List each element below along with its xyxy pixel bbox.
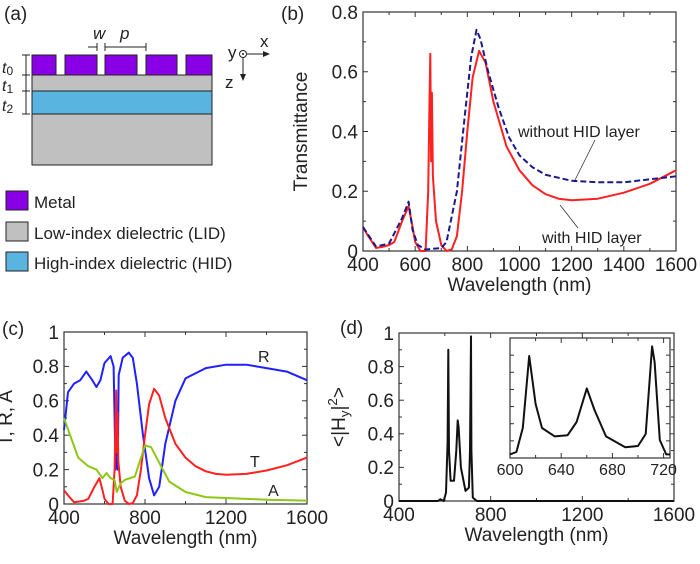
label-r: R [258,349,270,366]
axis-x-label: x [260,32,269,51]
y-tick-label: 0.2 [332,182,358,203]
y-tick-label: 0.8 [332,3,358,24]
hid-layer [31,90,213,115]
y-tick-label: 0 [347,242,358,263]
x-tick-label: 800 [451,255,483,276]
series-line-a [63,417,308,502]
legend-swatch-lid [5,221,29,242]
y-tick-label: 0.4 [332,122,359,143]
x-tick-label: 1600 [286,508,328,529]
chart-c: 400 800 1200 1600 0 0.2 0.4 0.6 0.8 1 Wavelength (… [0,323,328,549]
metal-grating [31,54,213,76]
y-tick-label: 0.4 [33,426,60,447]
axis-y-label: y [228,43,237,62]
y-tick-label: 0.8 [33,357,59,378]
x-axis-label: Wavelength (nm) [114,528,258,549]
dimension-markers [22,43,147,115]
x-tick-label: 600 [399,255,431,276]
y-tick-label: 1 [383,324,394,345]
panel-d-label: (d) [340,318,363,339]
x-axis-label: Wavelength (nm) [465,525,609,546]
y-tick-label: 0.2 [368,458,394,479]
dim-w: w [93,24,107,43]
material-legend: Metal Low-index dielectric (LID) High-in… [5,190,232,273]
y-tick-label: 0.8 [368,357,394,378]
legend-swatch-metal [5,190,29,211]
dim-p: p [119,24,129,43]
label-t: T [250,454,260,471]
y-tick-label: 0 [383,492,394,513]
label-without-hid: without HID layer [517,124,640,141]
y-tick-label: 0.6 [332,63,358,84]
legend-metal: Metal [34,193,76,212]
series-line-0 [509,345,670,456]
x-tick-label: 400 [347,255,379,276]
lid-substrate [31,113,213,166]
dim-t2: t2 [2,98,13,116]
y-tick-label: 0 [48,495,59,516]
x-tick-label: 1000 [498,255,540,276]
x-tick-label: 400 [383,505,415,526]
x-tick-label: 640 [548,462,575,479]
axis-z-label: z [225,73,234,92]
y-axis-label: Transmittance [291,72,312,192]
x-tick-label: 720 [650,462,677,479]
x-tick-label: 400 [48,508,80,529]
coordinate-axes: y x z [225,32,270,92]
series-line-0 [399,335,674,502]
panel-a-label: (a) [4,4,27,25]
x-tick-label: 1600 [653,505,695,526]
x-tick-label: 680 [599,462,626,479]
lid-layer [31,74,213,92]
y-tick-label: 0.6 [33,392,59,413]
y-tick-label: 0.6 [368,391,394,412]
y-tick-label: 1 [48,323,59,344]
label-a: A [268,483,279,500]
panel-a-schematic: (a) w p t0 t1 t2 y x z [2,4,270,273]
series-line-t [63,387,308,505]
x-tick-label: 600 [497,462,524,479]
chart-d-inset: 600 640 680 720 [497,337,677,479]
x-tick-label: 1200 [205,508,247,529]
x-tick-label: 800 [475,505,507,526]
panel-b-annotations: without HID layer with HID layer [517,124,642,247]
x-tick-label: 1200 [561,505,603,526]
legend-lid: Low-index dielectric (LID) [34,224,226,243]
x-tick-label: 1400 [603,255,645,276]
series-line-without-hid-layer [362,28,677,251]
x-tick-label: 1600 [655,255,697,276]
x-tick-label: 800 [129,508,161,529]
panel-c-label: (c) [2,319,24,340]
y-axis-label: <|Hy|2> [325,387,352,447]
dim-t1: t1 [2,78,13,96]
series-line-r [63,351,308,497]
y-tick-label: 0.2 [33,460,59,481]
series-line-with-hid-layer [362,49,677,252]
label-with-hid: with HID layer [541,230,642,247]
legend-swatch-hid [5,251,29,272]
legend-hid: High-index dielectric (HID) [34,254,232,273]
chart-b: 400 600 800 1000 1200 1400 1600 0 0.2 0.4 0.6 0.8 Wa… [291,3,697,296]
panel-b-label: (b) [281,4,304,25]
x-axis-label: Wavelength (nm) [448,275,592,296]
plot-frame [63,331,308,505]
y-tick-label: 0.4 [368,425,395,446]
y-axis-label: T, R, A [0,390,17,446]
x-tick-label: 1200 [551,255,593,276]
dim-t0: t0 [2,60,13,78]
